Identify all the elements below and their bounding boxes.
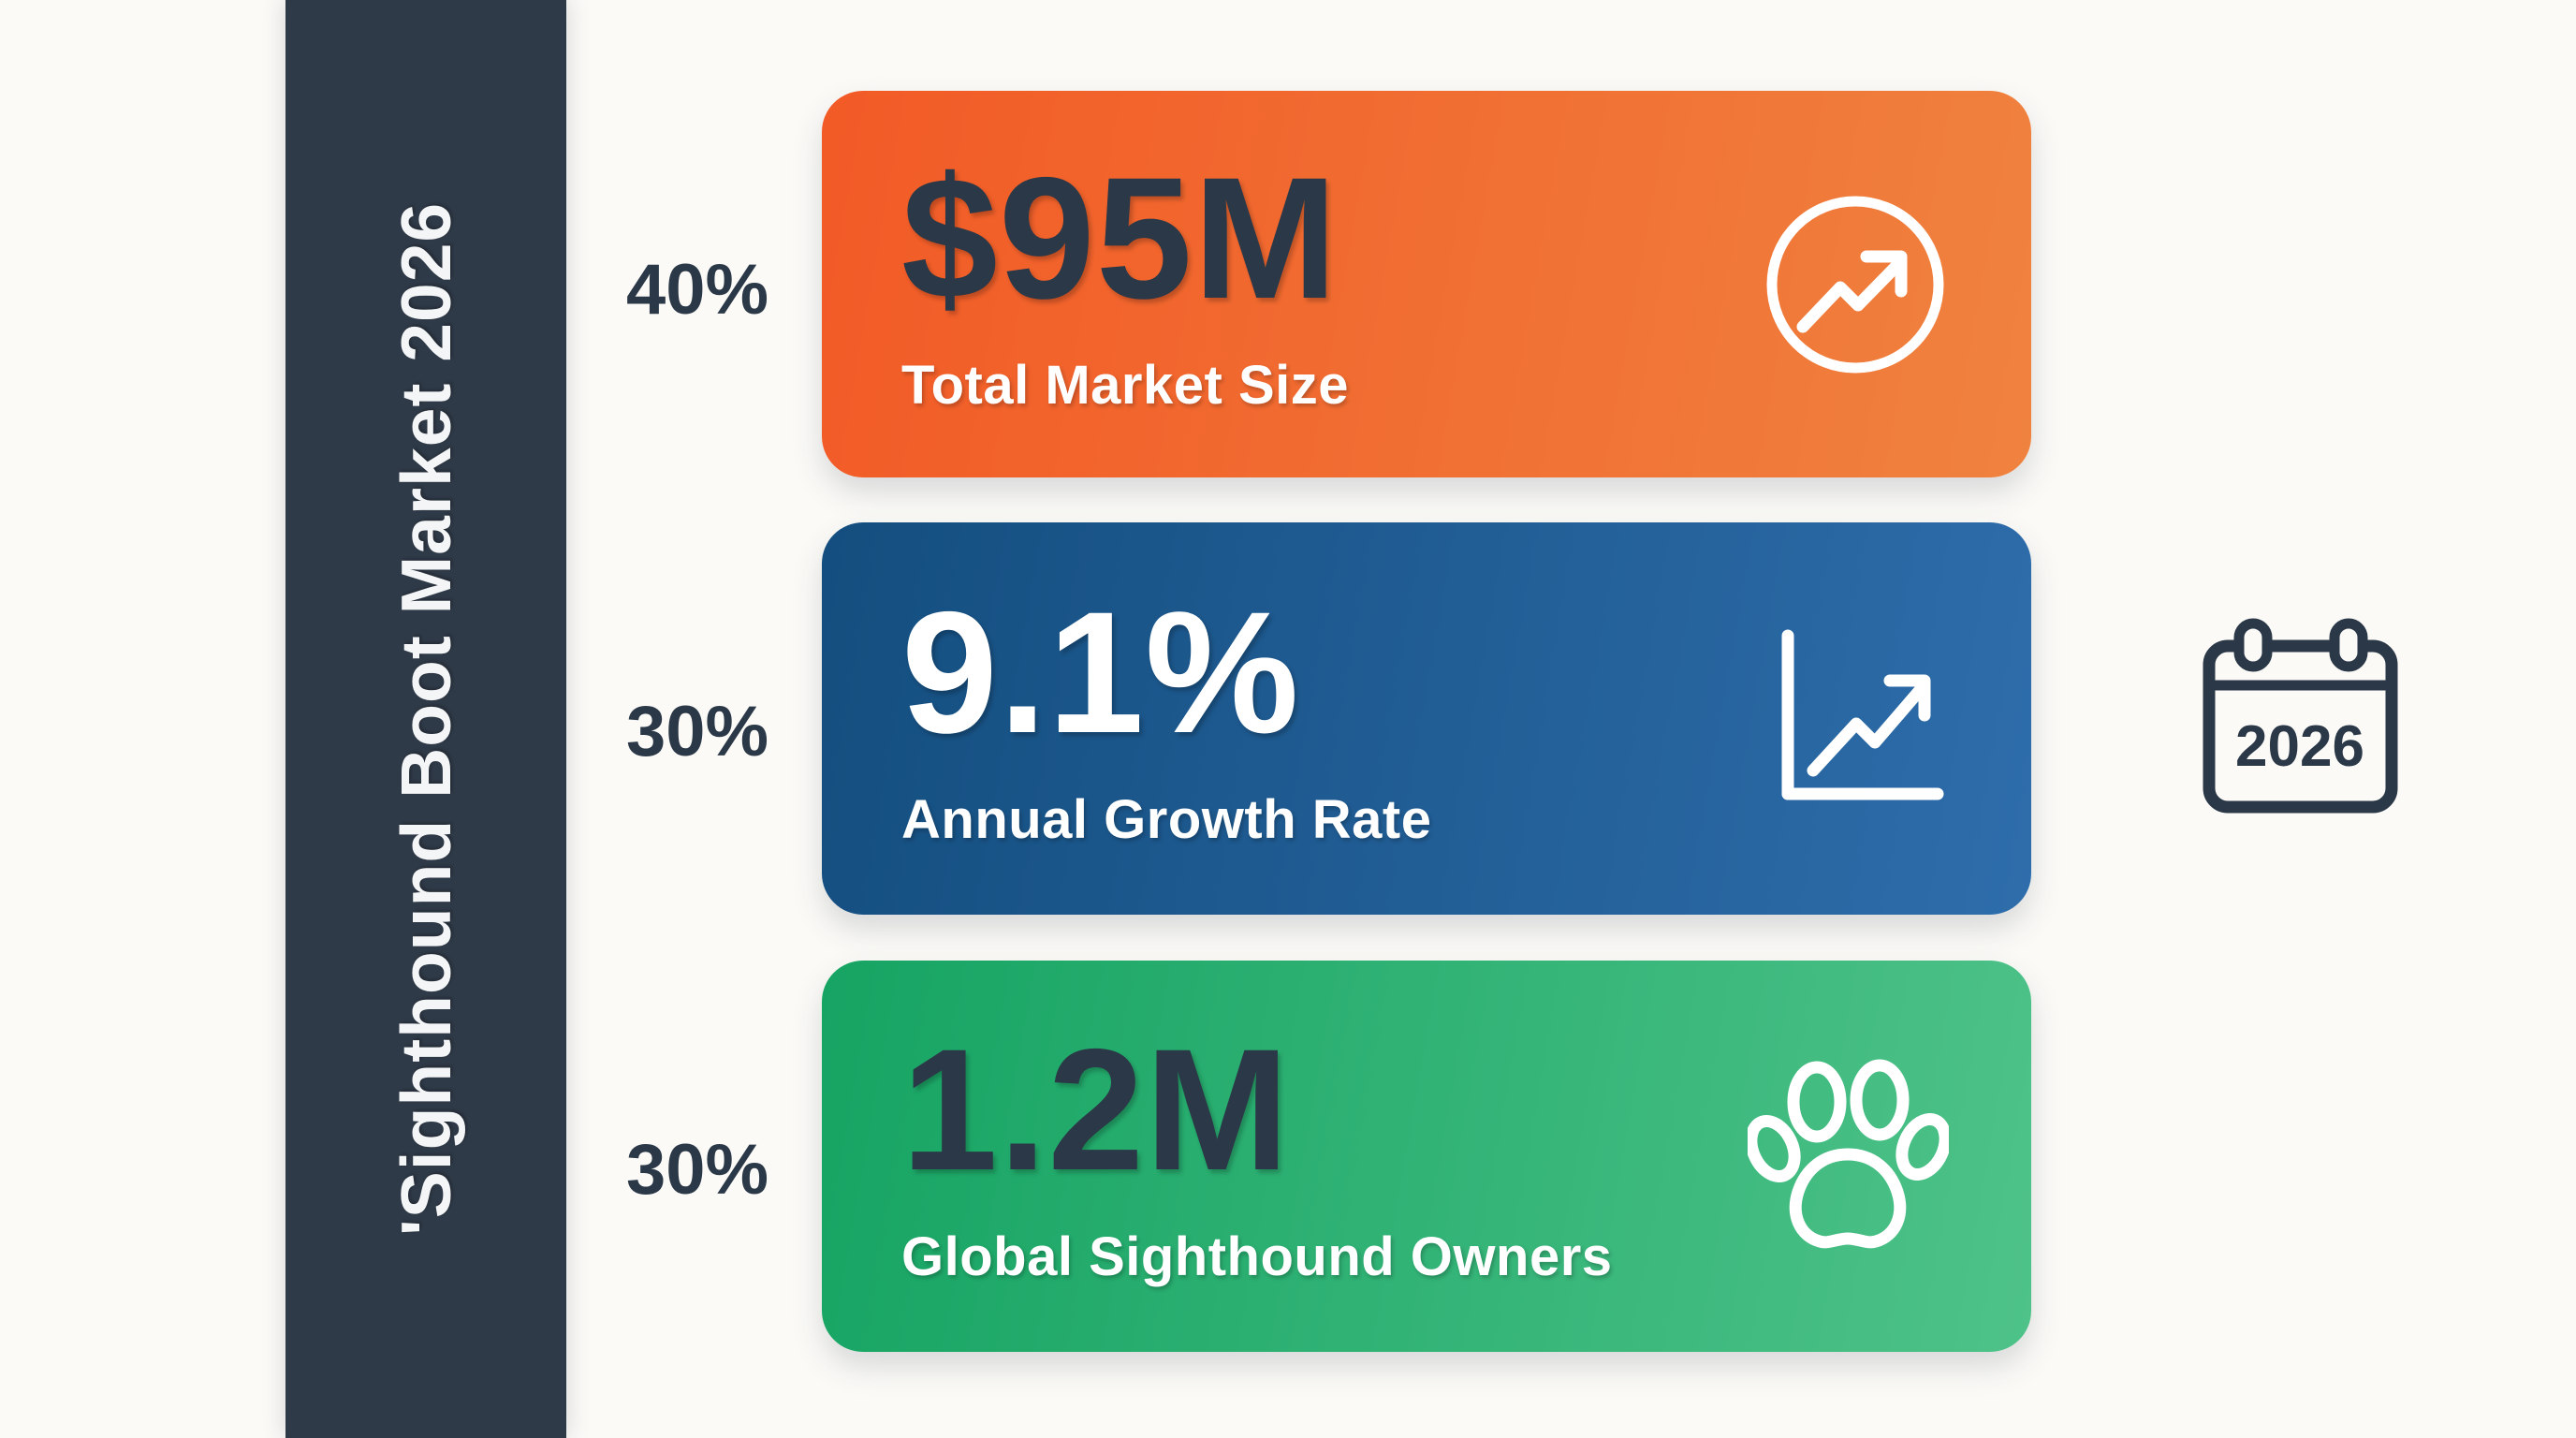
page-title: 'Sighthound Boot Market 2026 bbox=[387, 201, 465, 1237]
stat-card-content: 1.2M Global Sighthound Owners bbox=[901, 1024, 1748, 1288]
stat-value-market-size: $95M bbox=[901, 141, 1339, 335]
stat-value-growth-rate: 9.1% bbox=[901, 576, 1300, 770]
paw-icon bbox=[1748, 1044, 1949, 1269]
stat-value-owners: 1.2M bbox=[901, 1014, 1291, 1207]
stat-card-market-size: $95M Total Market Size bbox=[822, 91, 2031, 477]
stat-card-owners: 1.2M Global Sighthound Owners bbox=[822, 961, 2031, 1352]
stat-label-market-size: Total Market Size bbox=[901, 354, 1349, 416]
stat-card-content: 9.1% Annual Growth Rate bbox=[901, 576, 1757, 851]
sidebar: 'Sighthound Boot Market 2026 bbox=[285, 0, 566, 1438]
share-label-market-size: 40% bbox=[625, 250, 769, 330]
trending-up-circle-icon bbox=[1762, 191, 1949, 378]
share-label-growth-rate: 30% bbox=[625, 692, 769, 771]
stat-label-growth-rate: Annual Growth Rate bbox=[901, 788, 1432, 850]
calendar-icon: 2026 bbox=[2198, 614, 2402, 818]
stat-card-content: $95M Total Market Size bbox=[901, 141, 1762, 417]
line-chart-icon bbox=[1757, 623, 1949, 814]
stat-card-growth-rate: 9.1% Annual Growth Rate bbox=[822, 522, 2031, 915]
calendar-year: 2026 bbox=[2235, 714, 2364, 779]
stat-label-owners: Global Sighthound Owners bbox=[901, 1226, 1613, 1287]
share-label-owners: 30% bbox=[625, 1130, 769, 1210]
